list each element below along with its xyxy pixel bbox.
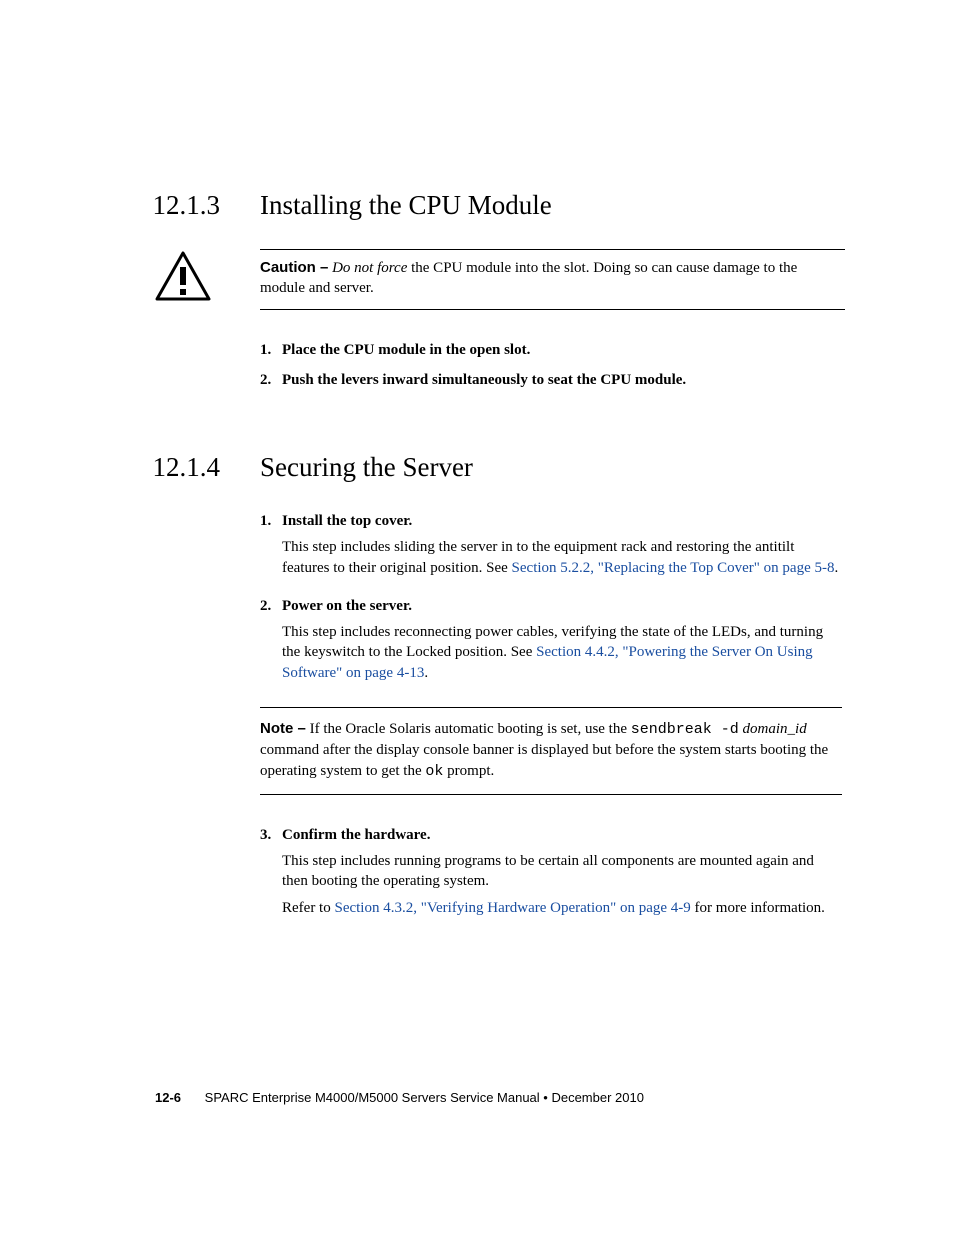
list-item: 2. Push the levers inward simultaneously… [260, 370, 842, 390]
caution-label: Caution – [260, 259, 328, 276]
step-head: Push the levers inward simultaneously to… [282, 372, 686, 388]
step-head: Place the CPU module in the open slot. [282, 342, 530, 358]
note-pre: If the Oracle Solaris automatic booting … [306, 721, 631, 737]
note-mid2: command after the display console banner… [260, 742, 828, 779]
page-footer: 12-6 SPARC Enterprise M4000/M5000 Server… [155, 1090, 644, 1105]
section-title-2: Securing the Server [260, 452, 473, 483]
page: 12.1.3 Installing the CPU Module Caution… [0, 0, 954, 1235]
step-text-post: . [424, 665, 428, 681]
step-body: This step includes reconnecting power ca… [282, 622, 842, 683]
step-body: This step includes sliding the server in… [282, 537, 842, 578]
section2-body: 1. Install the top cover. This step incl… [260, 511, 842, 918]
step-text-post: for more information. [691, 900, 825, 916]
caution-text: Caution – Do not force the CPU module in… [260, 249, 845, 310]
caution-block: Caution – Do not force the CPU module in… [155, 249, 845, 310]
note-label: Note – [260, 720, 306, 737]
list-item: 1. Place the CPU module in the open slot… [260, 340, 842, 360]
section-number-1: 12.1.3 [0, 190, 260, 221]
section-title-1: Installing the CPU Module [260, 190, 552, 221]
note-post: prompt. [443, 763, 494, 779]
code-text: ok [425, 763, 443, 780]
note-ital: domain_id [743, 721, 807, 737]
section1-steps: 1. Place the CPU module in the open slot… [260, 340, 842, 391]
caution-icon [155, 251, 215, 306]
note-block: Note – If the Oracle Solaris automatic b… [260, 707, 842, 795]
list-item: 1. Install the top cover. This step incl… [260, 511, 842, 578]
step-head: Confirm the hardware. [282, 827, 430, 843]
step-body: Refer to Section 4.3.2, "Verifying Hardw… [282, 898, 842, 918]
section-heading-1: 12.1.3 Installing the CPU Module [0, 190, 954, 221]
xref-link[interactable]: Section 4.3.2, "Verifying Hardware Opera… [334, 900, 690, 916]
step-text-post: . [834, 560, 838, 576]
code-text: sendbreak -d [631, 721, 739, 738]
section-heading-2: 12.1.4 Securing the Server [0, 452, 954, 483]
step-number: 1. [260, 511, 282, 578]
step-text-pre: Refer to [282, 900, 334, 916]
step-head: Power on the server. [282, 598, 412, 614]
step-number: 1. [260, 340, 282, 360]
step-body: This step includes running programs to b… [282, 851, 842, 892]
step-head: Install the top cover. [282, 513, 412, 529]
list-item: 2. Power on the server. This step includ… [260, 596, 842, 683]
section-number-2: 12.1.4 [0, 452, 260, 483]
step-number: 3. [260, 825, 282, 918]
list-item: 3. Confirm the hardware. This step inclu… [260, 825, 842, 918]
step-number: 2. [260, 596, 282, 683]
step-number: 2. [260, 370, 282, 390]
footer-title: SPARC Enterprise M4000/M5000 Servers Ser… [205, 1090, 644, 1105]
caution-emph: Do not force [332, 260, 407, 276]
xref-link[interactable]: Section 5.2.2, "Replacing the Top Cover"… [512, 560, 835, 576]
page-number: 12-6 [155, 1090, 181, 1105]
